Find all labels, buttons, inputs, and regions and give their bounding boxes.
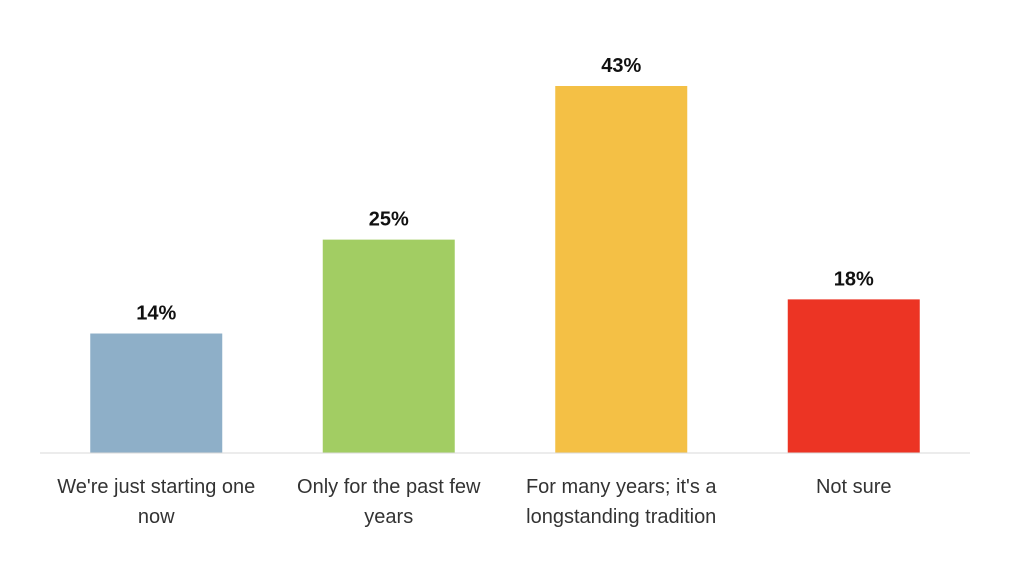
x-tick-label: Only for the past few years — [297, 476, 481, 528]
data-label: 25% — [369, 209, 409, 231]
bar — [555, 86, 688, 453]
bar — [90, 333, 223, 453]
x-tick-label: We're just starting one now — [57, 476, 256, 528]
bar — [787, 299, 920, 453]
x-tick-label: For many years; it's a longstanding trad… — [525, 476, 717, 528]
bar — [322, 239, 455, 453]
data-label: 14% — [136, 303, 176, 325]
x-tick-label: Not sure — [815, 476, 892, 498]
data-label: 18% — [834, 268, 874, 290]
data-label: 43% — [601, 55, 641, 77]
